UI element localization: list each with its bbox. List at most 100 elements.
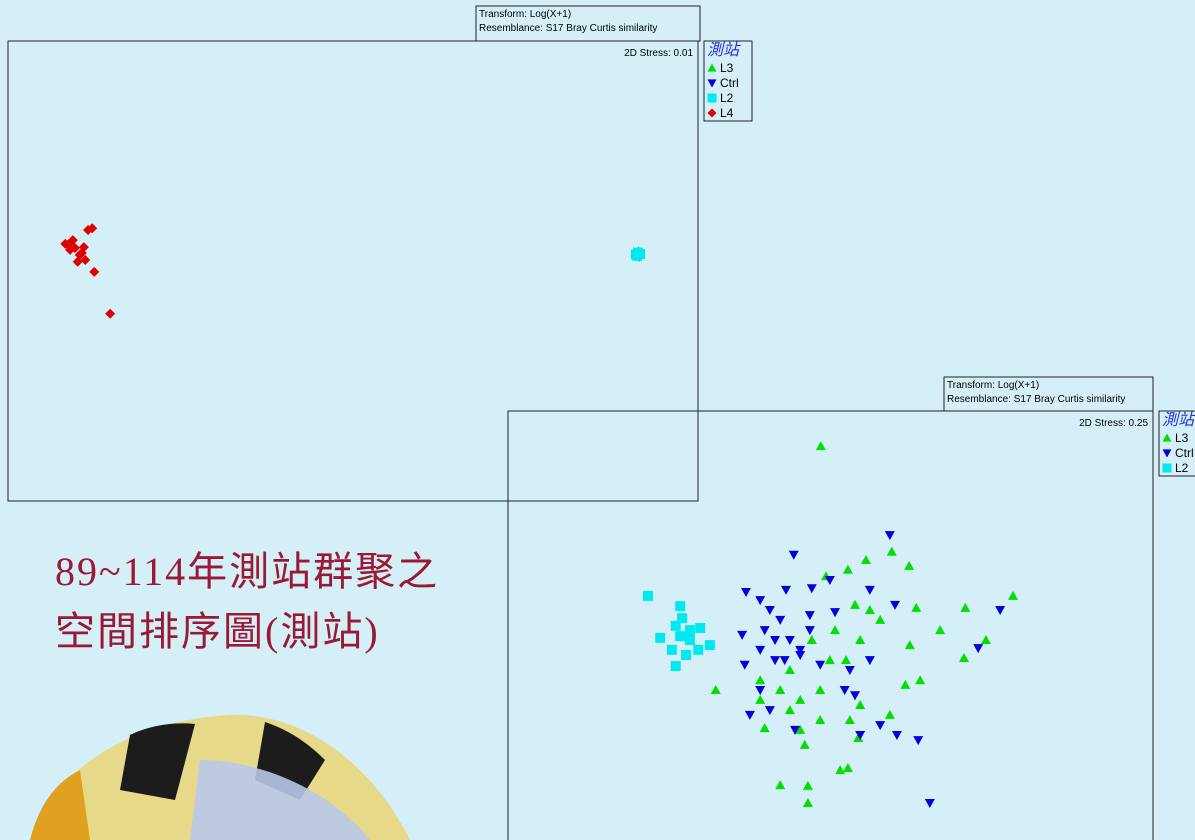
data-point bbox=[780, 585, 791, 595]
data-point bbox=[799, 739, 810, 749]
data-point bbox=[913, 736, 924, 746]
data-point bbox=[995, 606, 1006, 616]
data-point bbox=[775, 780, 786, 790]
data-point bbox=[806, 634, 817, 644]
data-point bbox=[695, 622, 706, 633]
data-point bbox=[886, 546, 897, 556]
legend-title: 測站 bbox=[707, 41, 741, 59]
data-point bbox=[853, 732, 864, 742]
stress-label: 2D Stress: 0.01 bbox=[624, 48, 693, 59]
data-point bbox=[775, 685, 786, 695]
data-point bbox=[693, 644, 704, 655]
data-point bbox=[72, 256, 83, 267]
data-point bbox=[804, 626, 815, 636]
data-point bbox=[1008, 590, 1019, 600]
data-point bbox=[864, 656, 875, 666]
data-point bbox=[755, 686, 766, 696]
plot-frame bbox=[507, 410, 1154, 840]
data-point bbox=[795, 724, 806, 734]
data-point bbox=[80, 254, 91, 265]
data-point bbox=[815, 715, 826, 725]
data-point bbox=[844, 665, 855, 675]
data-point bbox=[790, 725, 801, 735]
legend-box bbox=[1158, 410, 1195, 477]
data-point bbox=[675, 631, 686, 642]
data-point bbox=[764, 606, 775, 616]
data-point bbox=[815, 685, 826, 695]
data-point bbox=[784, 664, 795, 674]
slide-title-line: 89~114年測站群聚之 bbox=[55, 549, 439, 594]
plot-frame bbox=[7, 40, 699, 502]
chart: Transform: Log(X+1) Resemblance: S17 Bray… bbox=[7, 5, 753, 502]
data-point bbox=[684, 634, 695, 645]
data-point bbox=[915, 675, 926, 685]
data-point bbox=[795, 650, 806, 660]
legend-marker bbox=[1162, 449, 1172, 458]
data-point bbox=[824, 655, 835, 665]
data-point bbox=[795, 694, 806, 704]
data-point bbox=[855, 730, 866, 740]
legend-marker bbox=[707, 93, 717, 103]
data-point bbox=[755, 675, 766, 685]
legend-title: 測站 bbox=[1162, 411, 1195, 429]
resemblance-label: Resemblance: S17 Bray Curtis similarity bbox=[947, 394, 1125, 405]
data-point bbox=[737, 630, 748, 640]
data-point bbox=[900, 679, 911, 689]
data-point bbox=[69, 243, 80, 253]
data-point bbox=[755, 645, 766, 655]
header-box bbox=[475, 5, 701, 42]
transform-label: Transform: Log(X+1) bbox=[947, 380, 1039, 391]
data-point bbox=[78, 242, 89, 253]
data-point bbox=[855, 634, 866, 644]
data-point bbox=[684, 625, 695, 636]
fish-illustration bbox=[30, 714, 410, 840]
data-point bbox=[784, 705, 795, 715]
data-point bbox=[784, 635, 795, 645]
data-point bbox=[850, 691, 861, 701]
data-point bbox=[850, 599, 861, 609]
data-point bbox=[775, 615, 786, 625]
data-point bbox=[759, 723, 770, 733]
data-point bbox=[980, 634, 991, 644]
data-point bbox=[741, 588, 752, 598]
data-point bbox=[815, 660, 826, 670]
data-point bbox=[655, 632, 666, 643]
legend-marker bbox=[707, 79, 717, 88]
data-point bbox=[802, 798, 813, 808]
data-point bbox=[681, 649, 692, 660]
data-point bbox=[755, 596, 766, 606]
data-point bbox=[795, 645, 806, 655]
data-point bbox=[704, 640, 715, 651]
data-point bbox=[844, 715, 855, 725]
data-point bbox=[884, 531, 895, 541]
legend-entry: L2 bbox=[1175, 461, 1189, 475]
data-point bbox=[830, 608, 841, 618]
data-point bbox=[804, 611, 815, 621]
legend-marker bbox=[1162, 433, 1172, 442]
data-point bbox=[911, 602, 922, 612]
chart: Transform: Log(X+1) Resemblance: S17 Bray… bbox=[507, 376, 1195, 840]
data-point bbox=[815, 441, 826, 451]
data-point bbox=[666, 644, 677, 655]
data-point bbox=[904, 560, 915, 570]
data-point bbox=[890, 600, 900, 610]
data-point bbox=[959, 652, 970, 662]
data-point bbox=[830, 625, 841, 635]
data-point bbox=[839, 686, 850, 696]
legend-entry: L3 bbox=[1175, 431, 1189, 445]
data-point bbox=[884, 709, 895, 719]
data-point bbox=[755, 694, 766, 704]
legend-entry: Ctrl bbox=[720, 76, 739, 90]
data-point bbox=[891, 730, 902, 740]
legend-entry: L3 bbox=[720, 61, 734, 75]
legend-marker bbox=[707, 63, 717, 72]
data-point bbox=[677, 613, 688, 624]
data-point bbox=[670, 661, 681, 672]
data-point bbox=[875, 614, 886, 624]
legend-marker bbox=[1162, 463, 1172, 473]
data-point bbox=[632, 250, 643, 261]
data-point bbox=[973, 644, 984, 654]
data-point bbox=[675, 601, 686, 612]
